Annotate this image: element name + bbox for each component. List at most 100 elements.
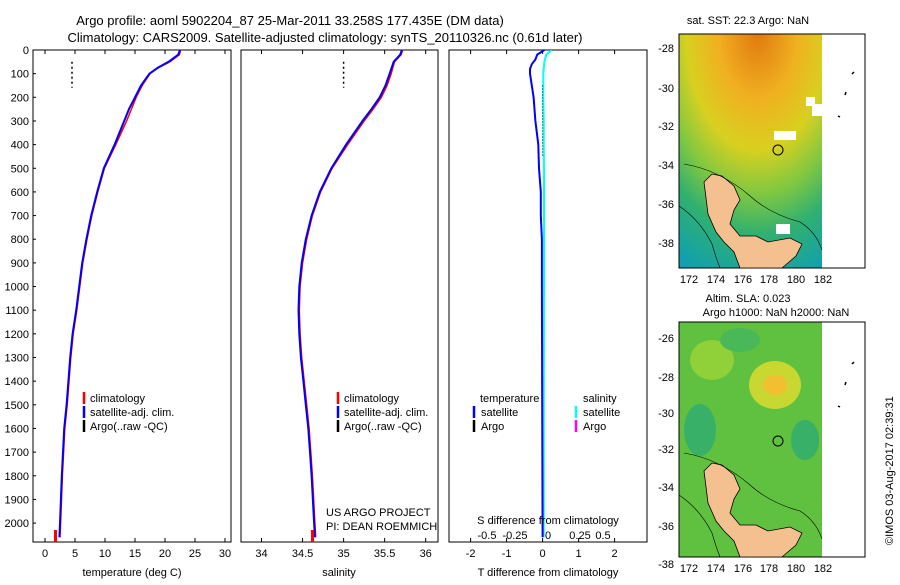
- north-island-land: [703, 462, 803, 558]
- map-y-tick-label: -34: [658, 160, 674, 172]
- map-y-tick-label: -28: [658, 372, 674, 384]
- map-x-tick-label: 176: [734, 274, 752, 286]
- x-tick-label: 34.5: [292, 548, 313, 560]
- sst-map-title: sat. SST: 22.3 Argo: NaN: [687, 15, 809, 27]
- sst-no-data-patch: [812, 104, 824, 116]
- map-y-tick-label: -34: [658, 482, 674, 494]
- temperature-difference-line: [529, 50, 545, 538]
- sst-no-data-area: [822, 34, 865, 268]
- salinity-axes-frame: [240, 49, 439, 543]
- x-tick-label: -2: [466, 548, 476, 560]
- x-tick-label: 34: [255, 548, 267, 560]
- x-tick-label: 35.5: [374, 548, 395, 560]
- t-difference-label: T difference from climatology: [478, 567, 619, 579]
- sst-no-data-patch: [806, 97, 815, 106]
- legend-temperature-title: temperature: [480, 393, 539, 405]
- temperature-panel: 0100200300400500600700800900100011001200…: [5, 45, 232, 579]
- sla-map-y-ticks: -26 -28 -30 -32 -34 -36 -38: [658, 333, 674, 571]
- map-x-tick-label: 174: [707, 274, 725, 286]
- x-tick-label: 5: [72, 548, 78, 560]
- sst-no-data-patch: [774, 131, 796, 140]
- bathymetry-contour: [683, 452, 823, 540]
- map-x-tick-label: 176: [734, 563, 752, 575]
- map-y-tick-label: -26: [658, 333, 674, 345]
- salinity-x-axis: 34 34.5 35 35.5 36: [255, 50, 432, 560]
- title-line-2: Climatology: CARS2009. Satellite-adjuste…: [68, 30, 583, 45]
- legend-climatology-label: climatology: [90, 393, 146, 405]
- sla-map-title-1: Altim. SLA: 0.023: [706, 293, 791, 305]
- temperature-axes-frame: [32, 49, 232, 543]
- s-difference-label: S difference from climatology: [477, 515, 619, 527]
- depth-tick-label: 300: [11, 116, 29, 128]
- depth-tick-label: 1800: [5, 471, 29, 483]
- depth-tick-label: 900: [11, 258, 29, 270]
- pi-annotation: PI: DEAN ROEMMICH: [326, 521, 437, 533]
- s-tick-label: 0.5: [595, 530, 610, 542]
- bathymetry-contour: [683, 163, 823, 251]
- map-y-tick-label: -32: [658, 121, 674, 133]
- x-tick-label: 30: [219, 548, 231, 560]
- depth-tick-label: 1100: [5, 305, 29, 317]
- temperature-x-label: temperature (deg C): [82, 567, 181, 579]
- x-tick-label: 25: [189, 548, 201, 560]
- map-x-tick-label: 180: [787, 274, 805, 286]
- sst-map-y-ticks: -28 -30 -32 -34 -36 -38: [658, 43, 674, 250]
- map-y-tick-label: -28: [658, 43, 674, 55]
- x-tick-label: 20: [159, 548, 171, 560]
- project-annotation: US ARGO PROJECT: [326, 507, 431, 519]
- map-y-tick-label: -38: [658, 559, 674, 571]
- legend-salinity-argo-label: Argo: [583, 421, 606, 433]
- map-y-tick-label: -36: [658, 521, 674, 533]
- kermadec-islands: [837, 361, 855, 408]
- sst-map-x-ticks: 172 174 176 178 180 182: [680, 274, 832, 286]
- x-tick-label: 35: [337, 548, 349, 560]
- depth-tick-label: 1600: [5, 423, 29, 435]
- map-x-tick-label: 180: [787, 563, 805, 575]
- sla-map-x-ticks: 172 174 176 178 180 182: [680, 563, 832, 575]
- legend-satellite-label: satellite-adj. clim.: [90, 407, 174, 419]
- x-tick-label: 10: [99, 548, 111, 560]
- map-y-tick-label: -38: [658, 238, 674, 250]
- x-tick-label: 2: [612, 548, 618, 560]
- float-location-marker: [772, 144, 784, 156]
- salinity-difference-line: [542, 50, 553, 538]
- depth-tick-label: 1300: [5, 353, 29, 365]
- sla-no-data-area: [822, 322, 865, 557]
- map-x-tick-label: 172: [680, 563, 698, 575]
- depth-tick-label: 700: [11, 211, 29, 223]
- map-x-tick-label: 178: [760, 563, 778, 575]
- map-y-tick-label: -30: [658, 83, 674, 95]
- salinity-satellite-line: [297, 50, 403, 538]
- depth-tick-label: 600: [11, 187, 29, 199]
- map-x-tick-label: 172: [680, 274, 698, 286]
- x-tick-label: -1: [502, 548, 512, 560]
- sst-no-data-patch: [776, 224, 790, 234]
- depth-tick-label: 1900: [5, 494, 29, 506]
- sst-field: [679, 34, 822, 268]
- depth-tick-label: 500: [11, 163, 29, 175]
- legend-argo-label: Argo(..raw -QC): [90, 421, 168, 433]
- salinity-x-label: salinity: [322, 567, 356, 579]
- x-tick-label: 0: [42, 548, 48, 560]
- x-tick-label: 1: [576, 548, 582, 560]
- depth-axis: 0 100 200 300 400 500 600 700 800 900 1000 1100 1200…: [5, 45, 36, 530]
- imos-credit: ©IMOS 03-Aug-2017 02:39:31: [884, 396, 896, 545]
- x-tick-label: 36: [420, 548, 432, 560]
- title-line-1: Argo profile: aoml 5902204_87 25-Mar-201…: [76, 13, 504, 28]
- sla-anomaly-patch: [791, 420, 819, 460]
- sla-anomaly-patch: [763, 375, 787, 395]
- depth-tick-label: 100: [11, 69, 29, 81]
- sla-anomaly-patch: [690, 340, 734, 380]
- map-x-tick-label: 174: [707, 563, 725, 575]
- legend-argo-label: Argo(..raw -QC): [344, 421, 422, 433]
- depth-tick-label: 1000: [5, 282, 29, 294]
- depth-tick-label: 0: [23, 45, 29, 57]
- map-y-tick-label: -30: [658, 408, 674, 420]
- depth-tick-label: 200: [11, 92, 29, 104]
- depth-tick-label: 800: [11, 234, 29, 246]
- temperature-legend: climatology satellite-adj. clim. Argo(..…: [82, 392, 174, 433]
- bathymetry-contour: [678, 205, 721, 269]
- s-tick-label: -0.25: [502, 530, 527, 542]
- sla-anomaly-patch: [684, 404, 716, 456]
